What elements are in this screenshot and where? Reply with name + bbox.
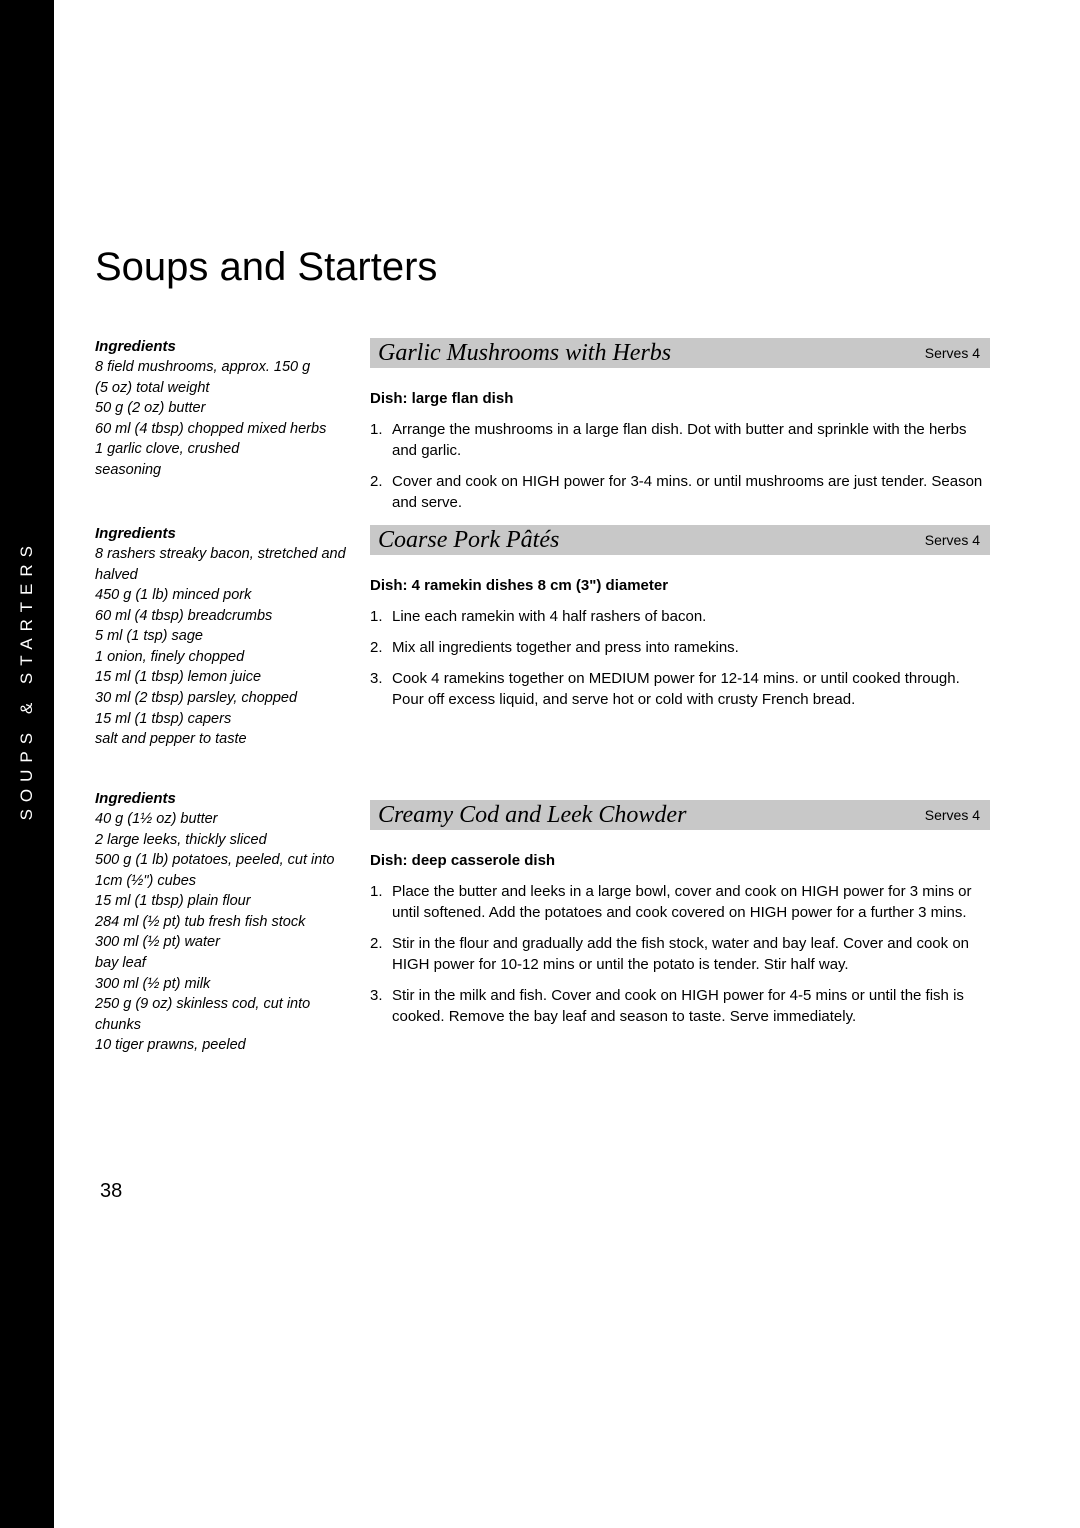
ingredients-heading: Ingredients (95, 790, 355, 807)
steps-list: 1.Arrange the mushrooms in a large flan … (370, 419, 990, 513)
step-item: 2.Stir in the flour and gradually add th… (370, 933, 990, 975)
recipe-serves: Serves 4 (925, 807, 980, 823)
recipe-block-2: Coarse Pork Pâtés Serves 4 Dish: 4 ramek… (370, 525, 990, 720)
step-text: Cover and cook on HIGH power for 3-4 min… (392, 471, 990, 513)
step-number: 2. (370, 933, 392, 975)
step-item: 1.Arrange the mushrooms in a large flan … (370, 419, 990, 461)
side-tab-text: SOUPS & STARTERS (17, 539, 37, 820)
recipe-title: Creamy Cod and Leek Chowder (378, 802, 686, 829)
recipe-title: Garlic Mushrooms with Herbs (378, 340, 671, 367)
ingredients-block-1: Ingredients 8 field mushrooms, approx. 1… (95, 338, 355, 480)
step-item: 2.Mix all ingredients together and press… (370, 637, 990, 658)
step-text: Cook 4 ramekins together on MEDIUM power… (392, 668, 990, 710)
step-item: 2.Cover and cook on HIGH power for 3-4 m… (370, 471, 990, 513)
ingredients-list: 40 g (1½ oz) butter 2 large leeks, thick… (95, 809, 355, 1056)
ingredients-heading: Ingredients (95, 525, 355, 542)
ingredients-list: 8 field mushrooms, approx. 150 g (5 oz) … (95, 357, 355, 480)
recipe-serves: Serves 4 (925, 532, 980, 548)
step-item: 3.Cook 4 ramekins together on MEDIUM pow… (370, 668, 990, 710)
step-number: 3. (370, 985, 392, 1027)
step-number: 3. (370, 668, 392, 710)
step-text: Stir in the flour and gradually add the … (392, 933, 990, 975)
step-number: 1. (370, 419, 392, 461)
dish-line: Dish: large flan dish (370, 390, 990, 407)
step-number: 2. (370, 471, 392, 513)
recipe-header: Creamy Cod and Leek Chowder Serves 4 (370, 800, 990, 830)
step-item: 1.Line each ramekin with 4 half rashers … (370, 606, 990, 627)
step-text: Line each ramekin with 4 half rashers of… (392, 606, 990, 627)
recipe-header: Coarse Pork Pâtés Serves 4 (370, 525, 990, 555)
step-text: Mix all ingredients together and press i… (392, 637, 990, 658)
steps-list: 1.Place the butter and leeks in a large … (370, 881, 990, 1027)
side-tab: SOUPS & STARTERS (0, 510, 54, 850)
page-title: Soups and Starters (95, 245, 437, 290)
page-number: 38 (100, 1180, 122, 1203)
recipe-block-1: Garlic Mushrooms with Herbs Serves 4 Dis… (370, 338, 990, 523)
dish-line: Dish: deep casserole dish (370, 852, 990, 869)
step-item: 1.Place the butter and leeks in a large … (370, 881, 990, 923)
step-item: 3.Stir in the milk and fish. Cover and c… (370, 985, 990, 1027)
recipe-title: Coarse Pork Pâtés (378, 527, 559, 554)
dish-line: Dish: 4 ramekin dishes 8 cm (3") diamete… (370, 577, 990, 594)
steps-list: 1.Line each ramekin with 4 half rashers … (370, 606, 990, 710)
ingredients-block-2: Ingredients 8 rashers streaky bacon, str… (95, 525, 355, 750)
ingredients-heading: Ingredients (95, 338, 355, 355)
recipe-block-3: Creamy Cod and Leek Chowder Serves 4 Dis… (370, 800, 990, 1037)
ingredients-block-3: Ingredients 40 g (1½ oz) butter 2 large … (95, 790, 355, 1056)
step-text: Stir in the milk and fish. Cover and coo… (392, 985, 990, 1027)
step-text: Place the butter and leeks in a large bo… (392, 881, 990, 923)
recipe-header: Garlic Mushrooms with Herbs Serves 4 (370, 338, 990, 368)
ingredients-list: 8 rashers streaky bacon, stretched and h… (95, 544, 355, 750)
step-number: 2. (370, 637, 392, 658)
step-number: 1. (370, 606, 392, 627)
recipe-serves: Serves 4 (925, 345, 980, 361)
step-number: 1. (370, 881, 392, 923)
step-text: Arrange the mushrooms in a large flan di… (392, 419, 990, 461)
